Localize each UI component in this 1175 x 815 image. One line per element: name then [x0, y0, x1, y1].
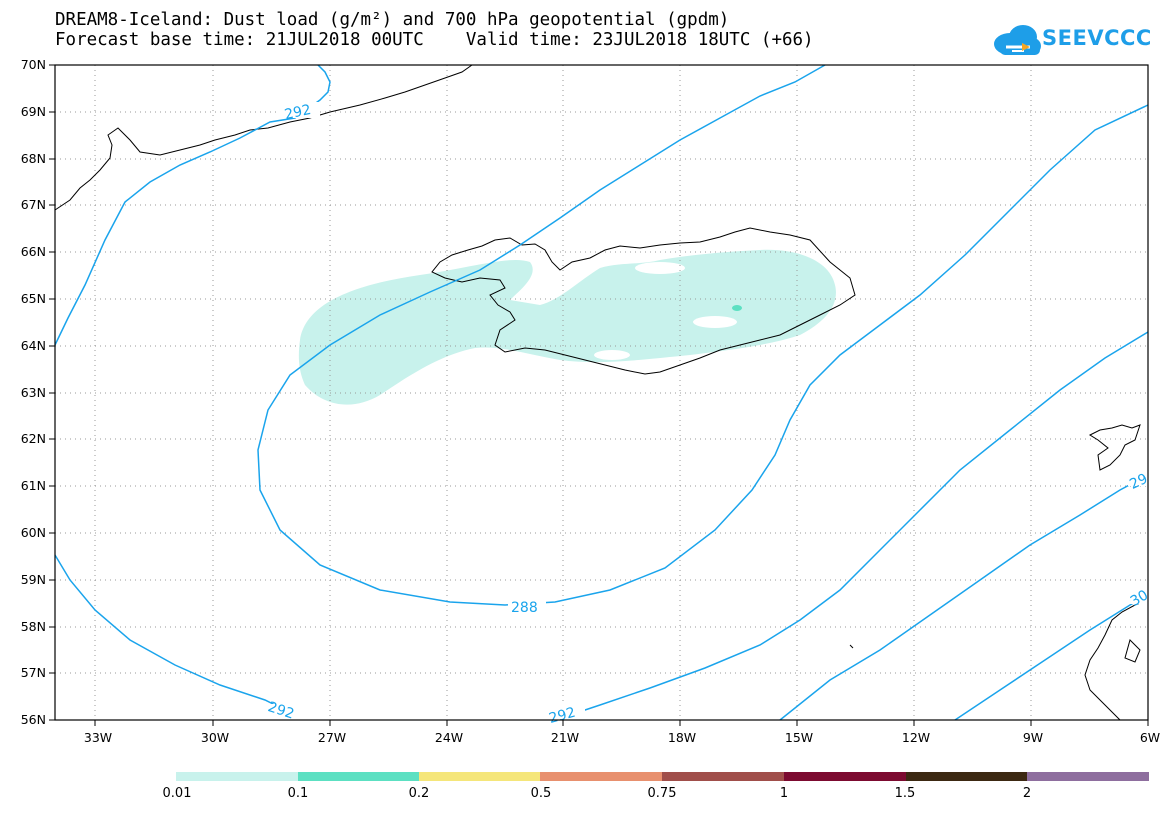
colorbar-label: 1.5 — [894, 786, 916, 801]
contour-label: 288 — [511, 600, 538, 616]
lat-label: 61N — [20, 478, 46, 493]
tick-marks — [49, 64, 1149, 726]
lon-label: 12W — [901, 730, 931, 745]
contour-labels: 292 288 292 292 29 30 — [265, 102, 1151, 727]
map-frame — [54, 64, 1149, 721]
cloud-icon — [994, 25, 1041, 55]
dust-load-area — [298, 249, 836, 405]
coastlines — [54, 64, 1149, 721]
lat-label: 58N — [20, 619, 46, 634]
colorbar-swatch — [906, 772, 1027, 781]
lat-label: 57N — [20, 665, 46, 680]
colorbar-label: 0.5 — [530, 786, 552, 801]
graticule — [55, 65, 1148, 720]
contour-label: 292 — [547, 705, 577, 727]
contour-296 — [779, 474, 1149, 721]
lon-label: 27W — [317, 730, 347, 745]
lon-label: 18W — [667, 730, 697, 745]
lat-label: 69N — [20, 104, 46, 119]
lat-label: 56N — [20, 712, 46, 727]
contour-292-northwest — [54, 64, 331, 346]
colorbar-swatch — [176, 772, 298, 781]
lon-label: 21W — [550, 730, 580, 745]
map-subtitle: Forecast base time: 21JUL2018 00UTC Vali… — [55, 30, 814, 50]
contour-label: 30 — [1128, 587, 1151, 610]
lon-label: 24W — [434, 730, 464, 745]
colorbar-label: 2 — [1022, 786, 1032, 801]
coastline-iceland — [431, 227, 856, 375]
lon-label: 9W — [1022, 730, 1044, 745]
lat-label: 63N — [20, 385, 46, 400]
contour-label: 292 — [283, 102, 312, 123]
colorbar-label: 0.01 — [162, 786, 192, 801]
colorbar-label: 1 — [779, 786, 789, 801]
lat-label: 64N — [20, 338, 46, 353]
lat-label: 66N — [20, 244, 46, 259]
lon-label: 6W — [1139, 730, 1161, 745]
contour-292-southeast — [554, 331, 1149, 721]
logo-text: SEEVCCC — [1042, 26, 1152, 50]
colorbar — [176, 772, 1149, 781]
contour-label: 29 — [1127, 471, 1150, 493]
lat-label: 67N — [20, 197, 46, 212]
lat-label: 70N — [20, 57, 46, 72]
colorbar-swatch — [784, 772, 906, 781]
lat-label: 65N — [20, 291, 46, 306]
geopotential-contours — [54, 64, 1149, 721]
colorbar-label: 0.75 — [647, 786, 677, 801]
colorbar-swatch — [662, 772, 784, 781]
coastline-greenland — [54, 64, 473, 211]
lon-label: 30W — [200, 730, 230, 745]
coastline-faroe — [1088, 424, 1141, 471]
lon-label: 33W — [83, 730, 113, 745]
lat-label: 62N — [20, 431, 46, 446]
coastline-scotland — [1084, 599, 1149, 721]
logo — [994, 25, 1041, 55]
lat-label: 68N — [20, 151, 46, 166]
contour-292-south — [54, 554, 301, 721]
lat-label: 60N — [20, 525, 46, 540]
colorbar-swatch — [419, 772, 540, 781]
lat-label: 59N — [20, 572, 46, 587]
map-title: DREAM8-Iceland: Dust load (g/m²) and 700… — [55, 10, 730, 30]
colorbar-label: 0.1 — [287, 786, 309, 801]
contour-288 — [257, 64, 1149, 606]
colorbar-swatch — [1027, 772, 1149, 781]
colorbar-label: 0.2 — [408, 786, 430, 801]
colorbar-swatch — [540, 772, 662, 781]
colorbar-swatch — [298, 772, 419, 781]
lon-label: 15W — [784, 730, 814, 745]
contour-label: 292 — [266, 699, 296, 722]
